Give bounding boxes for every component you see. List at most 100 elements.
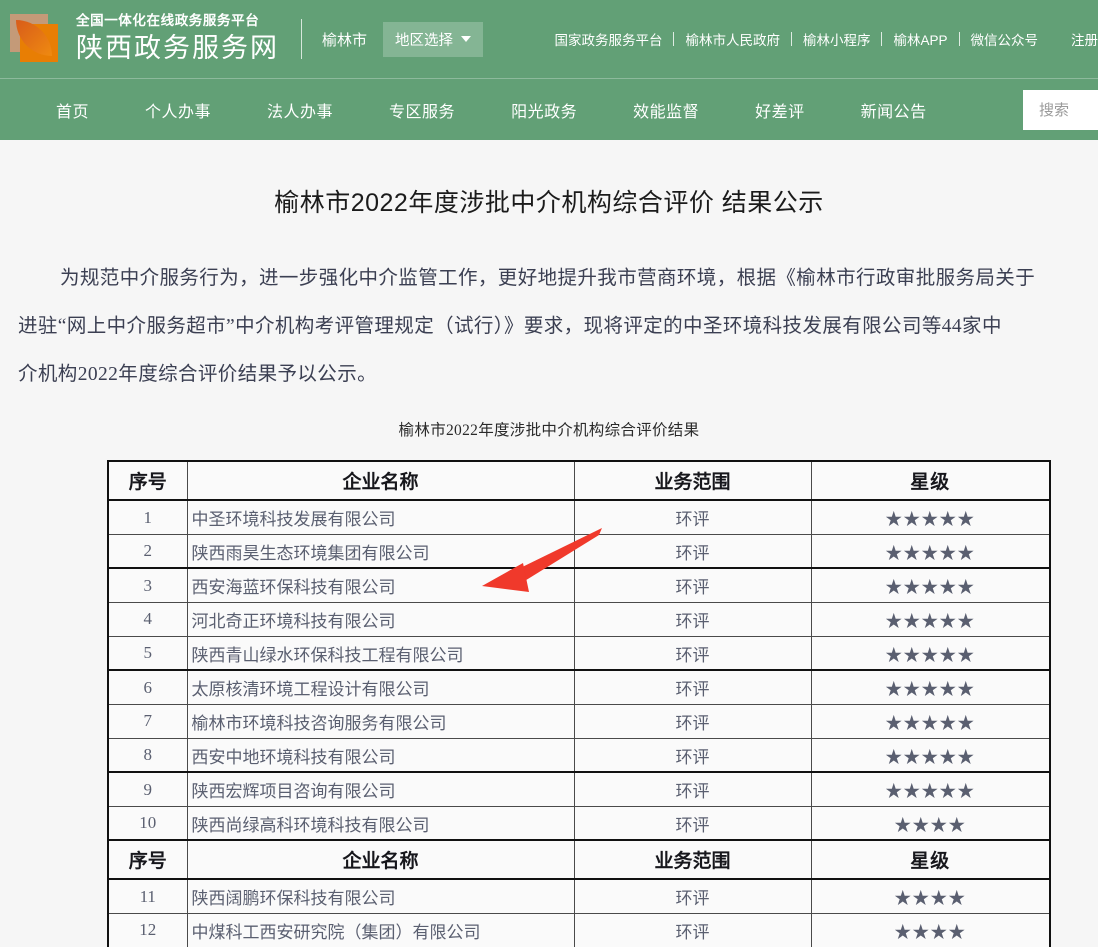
nav-item-review[interactable]: 好差评: [755, 103, 805, 121]
cell-no: 10: [107, 805, 188, 841]
table-row: 7 榆林市环境科技咨询服务有限公司 环评 ★★★★★: [107, 703, 1051, 739]
cell-no: 8: [107, 737, 188, 773]
cell-scope: 环评: [573, 878, 812, 914]
table-row: 5 陕西青山绿水环保科技工程有限公司 环评 ★★★★★: [107, 635, 1051, 671]
cell-no: 2: [107, 533, 188, 569]
table-row: 11 陕西阔鹏环保科技有限公司 环评 ★★★★: [107, 878, 1051, 914]
cell-no: 3: [107, 567, 188, 603]
paragraph-line-1: 为规范中介服务行为，进一步强化中介监管工作，更好地提升我市营商环境，根据《榆林市…: [18, 255, 1098, 303]
column-header-name: 企业名称: [186, 839, 575, 881]
nav-item-sunshine[interactable]: 阳光政务: [511, 103, 578, 121]
cell-scope: 环评: [573, 771, 812, 807]
current-city-label: 榆林市: [322, 31, 368, 49]
cell-name: 陕西宏辉项目咨询有限公司: [186, 771, 575, 807]
cell-scope: 环评: [573, 635, 812, 671]
table-row: 3 西安海蓝环保科技有限公司 环评 ★★★★★: [107, 567, 1051, 603]
header-link-divider: [673, 32, 675, 46]
search-input[interactable]: [1037, 100, 1098, 120]
cell-stars: ★★★★★: [810, 771, 1051, 807]
table-row: 2 陕西雨昊生态环境集团有限公司 环评 ★★★★★: [107, 533, 1051, 569]
column-header-scope: 业务范围: [573, 839, 812, 881]
cell-stars: ★★★★★: [810, 533, 1051, 569]
cell-scope: 环评: [573, 703, 812, 739]
cell-name: 陕西阔鹏环保科技有限公司: [186, 878, 575, 914]
header-link-divider: [958, 32, 960, 46]
column-header-name: 企业名称: [186, 460, 575, 502]
nav-item-zone[interactable]: 专区服务: [389, 103, 456, 121]
column-header-no: 序号: [107, 460, 188, 502]
table-row: 12 中煤科工西安研究院（集团）有限公司 环评 ★★★★: [107, 912, 1051, 947]
article-content: 榆林市2022年度涉批中介机构综合评价 结果公示 为规范中介服务行为，进一步强化…: [0, 140, 1098, 947]
cell-stars: ★★★★★: [810, 567, 1051, 603]
cell-no: 11: [107, 878, 188, 914]
cell-name: 太原核清环境工程设计有限公司: [186, 669, 575, 705]
cell-name: 陕西青山绿水环保科技工程有限公司: [186, 635, 575, 671]
cell-stars: ★★★★: [810, 912, 1051, 947]
main-navigation: 首页 个人办事 法人办事 专区服务 阳光政务 效能监督 好差评 新闻公告: [0, 78, 1098, 140]
cell-stars: ★★★★★: [810, 669, 1051, 705]
column-header-scope: 业务范围: [573, 460, 812, 502]
header-link-wechat-official[interactable]: 微信公众号: [970, 33, 1039, 48]
cell-name: 中圣环境科技发展有限公司: [186, 499, 575, 535]
table-row: 9 陕西宏辉项目咨询有限公司 环评 ★★★★★: [107, 771, 1051, 807]
cell-no: 4: [107, 601, 188, 637]
column-header-no: 序号: [107, 839, 188, 881]
table-caption: 榆林市2022年度涉批中介机构综合评价结果: [398, 422, 700, 440]
cell-stars: ★★★★: [810, 805, 1051, 841]
cell-stars: ★★★★: [810, 878, 1051, 914]
article-paragraph: 为规范中介服务行为，进一步强化中介监管工作，更好地提升我市营商环境，根据《榆林市…: [18, 255, 1098, 398]
cell-name: 陕西尚绿高科环境科技有限公司: [186, 805, 575, 841]
paragraph-line-3: 介机构2022年度综合评价结果予以公示。: [18, 363, 378, 385]
chevron-down-icon: [461, 36, 472, 42]
header-quick-links: 国家政务服务平台 榆林市人民政府 榆林小程序 榆林APP 微信公众号 注册: [543, 29, 1098, 49]
column-header-stars: 星级: [810, 460, 1051, 502]
table-row: 6 太原核清环境工程设计有限公司 环评 ★★★★★: [107, 669, 1051, 705]
table-header-row: 序号 企业名称 业务范围 星级: [107, 839, 1051, 881]
cell-name: 西安海蓝环保科技有限公司: [186, 567, 575, 603]
cell-no: 9: [107, 771, 188, 807]
cell-no: 5: [107, 635, 188, 671]
header-link-national-platform[interactable]: 国家政务服务平台: [554, 33, 663, 48]
region-select-button[interactable]: 地区选择: [383, 21, 484, 57]
cell-stars: ★★★★★: [810, 737, 1051, 773]
cell-scope: 环评: [573, 533, 812, 569]
header-link-miniprogram[interactable]: 榆林小程序: [802, 33, 871, 48]
cell-scope: 环评: [573, 567, 812, 603]
cell-stars: ★★★★★: [810, 703, 1051, 739]
search-box[interactable]: [1023, 90, 1098, 130]
cell-scope: 环评: [573, 601, 812, 637]
cell-no: 7: [107, 703, 188, 739]
nav-item-home[interactable]: 首页: [56, 103, 90, 121]
table-row: 1 中圣环境科技发展有限公司 环评 ★★★★★: [107, 499, 1051, 535]
cell-name: 中煤科工西安研究院（集团）有限公司: [186, 912, 575, 947]
cell-scope: 环评: [573, 669, 812, 705]
evaluation-results-table: 序号 企业名称 业务范围 星级 1 中圣环境科技发展有限公司 环评 ★★★★★ …: [107, 460, 1051, 947]
table-header-row: 序号 企业名称 业务范围 星级: [107, 460, 1051, 502]
cell-name: 西安中地环境科技有限公司: [186, 737, 575, 773]
cell-scope: 环评: [573, 737, 812, 773]
header-link-app[interactable]: 榆林APP: [893, 33, 948, 48]
header-link-divider: [790, 32, 792, 46]
brand-divider: [301, 19, 302, 59]
cell-scope: 环评: [573, 805, 812, 841]
table-row: 4 河北奇正环境科技有限公司 环评 ★★★★★: [107, 601, 1051, 637]
brand-supertitle: 全国一体化在线政务服务平台: [76, 13, 260, 29]
header-link-register[interactable]: 注册: [1071, 33, 1098, 48]
nav-item-legal[interactable]: 法人办事: [267, 103, 334, 121]
header-link-divider: [881, 32, 883, 46]
cell-name: 陕西雨昊生态环境集团有限公司: [186, 533, 575, 569]
header-link-city-government[interactable]: 榆林市人民政府: [685, 33, 780, 48]
nav-item-news[interactable]: 新闻公告: [860, 103, 927, 121]
cell-stars: ★★★★★: [810, 499, 1051, 535]
paragraph-line-2: 进驻“网上中介服务超市”中介机构考评管理规定（试行）》要求，现将评定的中圣环境科…: [18, 315, 1002, 337]
column-header-stars: 星级: [810, 839, 1051, 881]
cell-name: 河北奇正环境科技有限公司: [186, 601, 575, 637]
nav-item-personal[interactable]: 个人办事: [145, 103, 212, 121]
brand-block: 全国一体化在线政务服务平台 陕西政务服务网: [76, 13, 279, 64]
cell-no: 12: [107, 912, 188, 947]
cell-no: 6: [107, 669, 188, 705]
table-row: 10 陕西尚绿高科环境科技有限公司 环评 ★★★★: [107, 805, 1051, 841]
site-logo[interactable]: [8, 10, 64, 68]
nav-item-efficiency[interactable]: 效能监督: [633, 103, 700, 121]
nav-item-list: 首页 个人办事 法人办事 专区服务 阳光政务 效能监督 好差评 新闻公告: [0, 98, 955, 122]
